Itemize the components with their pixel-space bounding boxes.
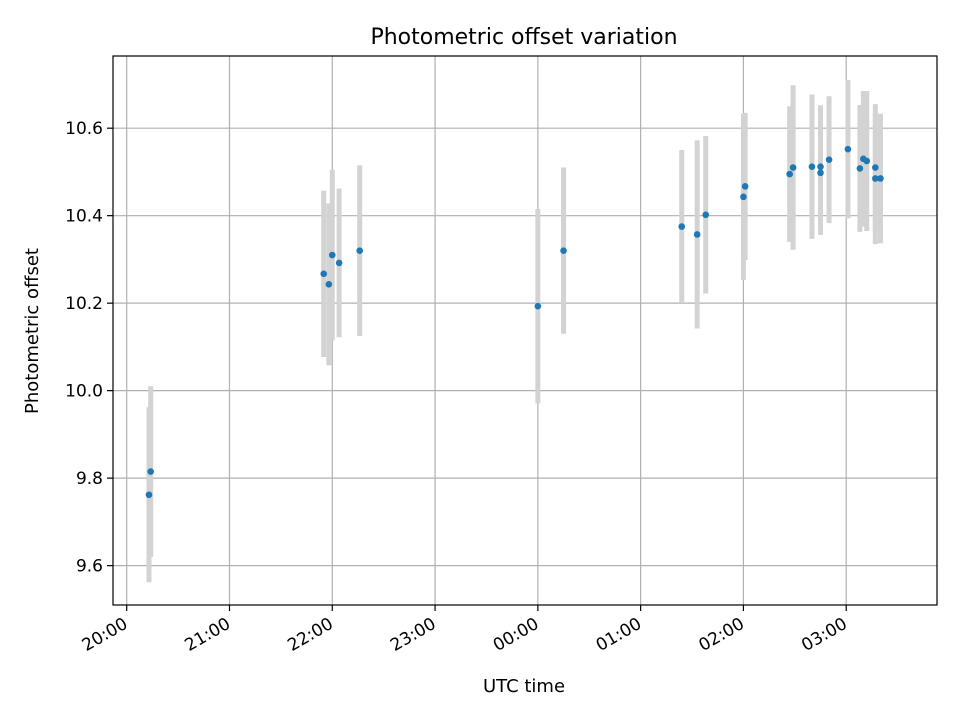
data-point bbox=[678, 223, 686, 230]
data-point bbox=[844, 145, 852, 153]
data-point bbox=[560, 247, 567, 254]
data-point bbox=[145, 491, 153, 499]
y-axis-label: Photometric offset bbox=[22, 248, 43, 414]
y-tick-label: 10.2 bbox=[65, 294, 103, 314]
data-point bbox=[817, 169, 824, 177]
data-point bbox=[702, 211, 710, 219]
y-tick-label: 10.4 bbox=[65, 207, 103, 227]
data-point bbox=[693, 231, 701, 238]
data-point bbox=[877, 175, 884, 182]
data-point bbox=[740, 193, 747, 201]
data-point bbox=[147, 468, 154, 475]
data-point bbox=[328, 251, 336, 259]
data-point bbox=[808, 163, 816, 170]
data-point bbox=[872, 164, 879, 171]
y-tick-label: 9.6 bbox=[76, 557, 103, 577]
y-tick-label: 10.6 bbox=[65, 119, 103, 139]
y-axis-ticks: 9.6 9.8 10.0 10.2 10.4 10.6 bbox=[65, 119, 113, 577]
data-point bbox=[356, 247, 363, 254]
x-axis-label: UTC time bbox=[483, 676, 565, 697]
data-point bbox=[320, 270, 328, 278]
data-points bbox=[145, 145, 884, 499]
plot-frame bbox=[112, 55, 938, 606]
data-point bbox=[741, 183, 749, 190]
data-point bbox=[789, 164, 797, 171]
y-tick-label: 9.8 bbox=[76, 469, 103, 489]
data-point bbox=[325, 281, 333, 288]
data-point bbox=[872, 175, 879, 182]
data-point bbox=[863, 157, 871, 165]
data-point bbox=[534, 302, 542, 310]
data-point bbox=[825, 156, 833, 163]
data-point bbox=[817, 163, 824, 170]
data-point bbox=[856, 165, 864, 172]
data-point bbox=[335, 259, 343, 267]
chart-title: Photometric offset variation bbox=[370, 25, 677, 50]
y-tick-label: 10.0 bbox=[65, 382, 103, 402]
data-point bbox=[786, 170, 793, 178]
